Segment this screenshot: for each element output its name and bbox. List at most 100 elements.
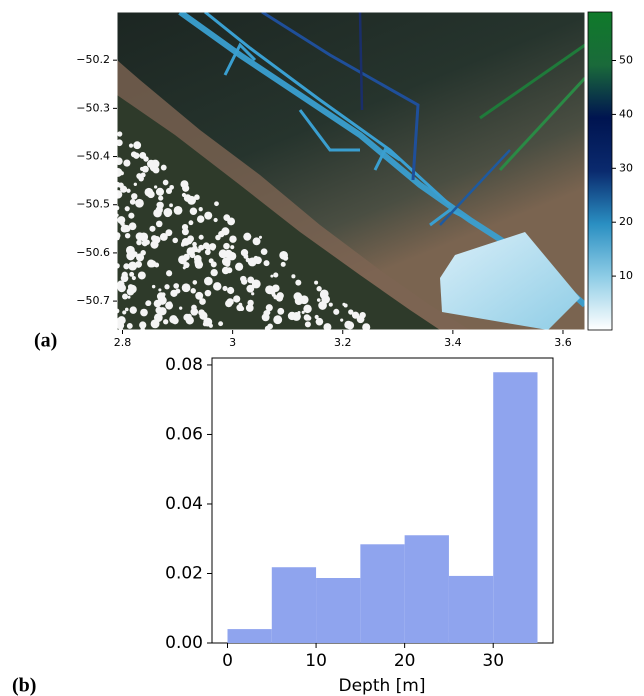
- cloud: [117, 308, 120, 314]
- cloud: [133, 141, 142, 150]
- cloud: [252, 237, 261, 246]
- cloud: [273, 272, 279, 278]
- cloud: [344, 320, 353, 329]
- cloud: [222, 285, 228, 292]
- cloud: [239, 306, 245, 312]
- cloud: [164, 284, 170, 290]
- cloud: [204, 211, 213, 220]
- cloud: [188, 220, 194, 226]
- cloud: [140, 250, 146, 256]
- cloud: [190, 307, 199, 316]
- cloud: [273, 315, 283, 325]
- cloud: [314, 314, 319, 320]
- cloud: [124, 307, 129, 312]
- cloud: [263, 260, 270, 267]
- cloud: [204, 276, 213, 286]
- cloud: [277, 307, 285, 315]
- cloud: [119, 171, 124, 176]
- cloud: [198, 309, 205, 316]
- y-tick-label: −50.6: [76, 246, 110, 259]
- colorbar-tick-label: 40: [619, 107, 633, 120]
- cloud: [215, 234, 221, 241]
- cloud: [328, 302, 333, 307]
- colorbar: [587, 11, 613, 331]
- cloud: [199, 298, 206, 305]
- cloud: [141, 240, 148, 247]
- cloud: [149, 163, 158, 172]
- cloud: [320, 289, 329, 299]
- cloud: [265, 304, 273, 312]
- cloud: [129, 199, 136, 205]
- x-tick-label: 3.6: [554, 336, 572, 349]
- cloud: [260, 248, 268, 256]
- cloud: [235, 262, 244, 271]
- cloud: [340, 318, 344, 322]
- cloud: [280, 261, 286, 267]
- cloud: [246, 284, 255, 293]
- x-tick-label: 10: [305, 651, 327, 671]
- cloud: [333, 308, 340, 315]
- cloud: [192, 241, 197, 247]
- cloud: [131, 193, 138, 200]
- cloud: [155, 306, 163, 314]
- cloud: [117, 232, 121, 239]
- cloud: [153, 185, 158, 189]
- y-tick-label: −50.3: [76, 101, 110, 114]
- cloud: [198, 234, 204, 240]
- cloud: [123, 159, 131, 167]
- cloud: [135, 198, 144, 208]
- y-tick-label: 0.06: [165, 424, 203, 444]
- bar: [404, 535, 449, 643]
- cloud: [208, 243, 217, 251]
- cloud: [213, 217, 218, 223]
- cloud: [227, 251, 237, 261]
- cloud: [120, 221, 125, 227]
- x-tick-label: 3.2: [334, 336, 352, 349]
- cloud: [240, 275, 247, 283]
- cloud: [117, 139, 123, 147]
- cloud: [251, 279, 261, 289]
- cloud: [181, 228, 189, 236]
- cloud: [182, 184, 190, 192]
- y-tick-label: −50.2: [76, 53, 110, 66]
- y-tick-label: 0.00: [165, 633, 203, 653]
- cloud: [227, 286, 235, 295]
- colorbar-tick-label: 50: [619, 54, 633, 67]
- cloud: [155, 187, 165, 196]
- cloud: [210, 268, 218, 277]
- x-tick-label: 30: [482, 651, 504, 671]
- y-tick-label: 0.04: [165, 494, 203, 514]
- cloud: [243, 232, 252, 241]
- colorbar-tick-label: 20: [619, 215, 633, 228]
- cloud: [128, 143, 134, 148]
- cloud: [210, 261, 217, 268]
- cloud: [169, 203, 173, 208]
- cloud: [117, 157, 123, 165]
- cloud: [159, 233, 168, 241]
- cloud: [186, 247, 195, 256]
- bar: [493, 372, 538, 643]
- cloud: [282, 255, 289, 261]
- cloud: [351, 311, 360, 319]
- cloud: [165, 187, 173, 195]
- cloud: [170, 289, 178, 297]
- cloud: [140, 308, 148, 317]
- cloud: [171, 317, 179, 325]
- cloud: [225, 299, 233, 308]
- cloud: [131, 275, 136, 281]
- cloud: [314, 280, 319, 285]
- cloud: [117, 205, 120, 211]
- cloud: [143, 156, 149, 162]
- x-axis-label: Depth [m]: [338, 676, 425, 696]
- cloud: [155, 206, 163, 214]
- cloud: [190, 288, 196, 294]
- bar: [316, 578, 361, 643]
- cloud: [270, 274, 274, 278]
- cloud: [117, 321, 125, 330]
- cloud: [343, 303, 348, 308]
- cloud: [173, 283, 180, 289]
- cloud: [223, 242, 230, 250]
- y-tick-label: 0.02: [165, 563, 203, 583]
- cloud: [272, 284, 280, 293]
- cloud: [166, 270, 173, 277]
